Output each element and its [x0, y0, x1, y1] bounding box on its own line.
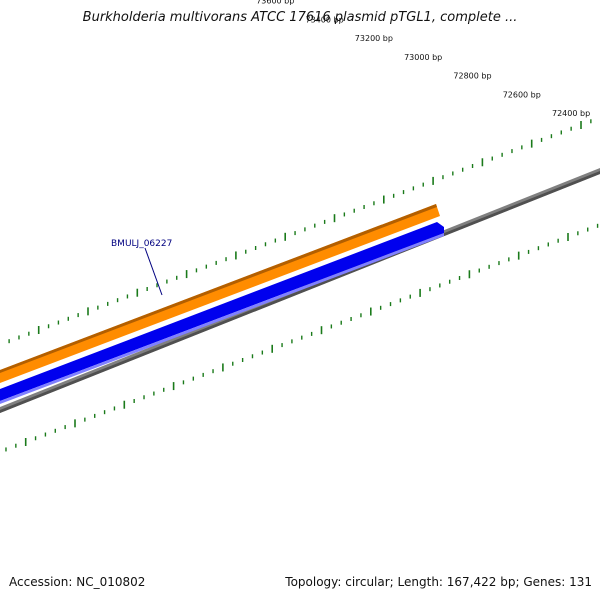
ruler-tick-labels: 72400 bp 72600 bp 72800 bp 73000 bp 73200 bp…	[256, 0, 590, 118]
accession-text: Accession: NC_010802	[9, 575, 146, 589]
ruler-tick-label: 72600 bp	[503, 90, 541, 99]
gene-label[interactable]: BMULJ_06227	[111, 239, 172, 249]
map-title: Burkholderia multivorans ATCC 17616 plas…	[82, 10, 518, 25]
sequence-summary: Topology: circular; Length: 167,422 bp; …	[285, 575, 592, 589]
ruler-tick-label: 73200 bp	[355, 34, 393, 43]
ruler-tick-label: 72800 bp	[453, 72, 491, 81]
cds-feature[interactable]	[0, 222, 444, 401]
ruler-tick-label: 73400 bp	[306, 15, 344, 24]
ruler-tick-label: 73600 bp	[256, 0, 294, 6]
outer-ruler	[8, 119, 592, 344]
gene-feature[interactable]	[0, 204, 440, 383]
gene-label-leader	[144, 247, 163, 296]
ruler-tick-label: 72400 bp	[552, 109, 590, 118]
plasmid-backbone-shadow	[0, 171, 600, 413]
cds-feature-highlight	[0, 233, 444, 404]
ruler-tick-label: 73000 bp	[404, 53, 442, 62]
gene-feature-edge	[0, 204, 437, 373]
inner-ruler	[5, 223, 599, 452]
